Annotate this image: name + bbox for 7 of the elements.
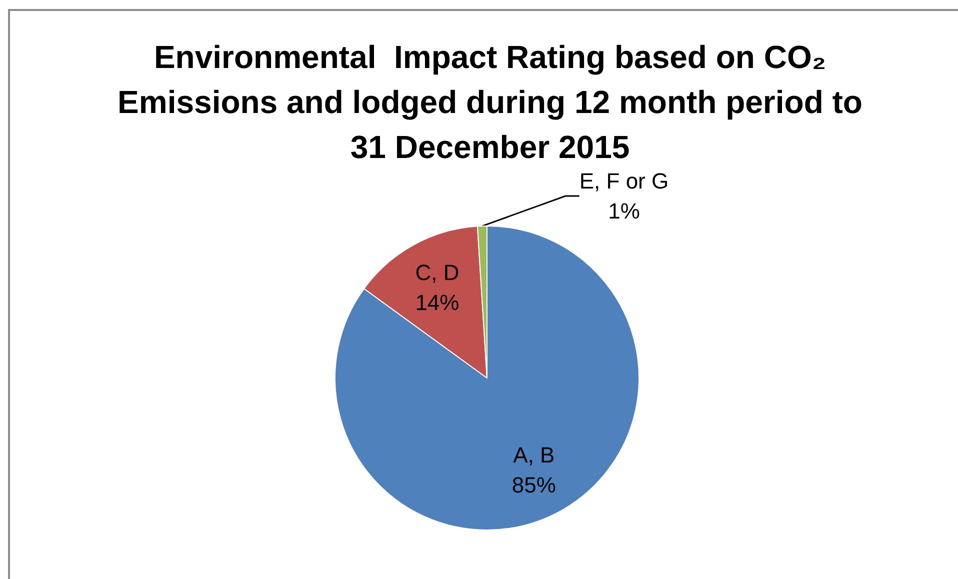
data-label: 85%	[512, 472, 556, 498]
chart-title: Environmental Impact Rating based on CO₂ Emissions and lodged during 12 month period to 31 December 2015	[116, 38, 864, 167]
slice-label: E, F or G	[579, 168, 669, 194]
slice-label: A, B	[513, 442, 555, 468]
data-label: 14%	[415, 290, 460, 315]
slice-label: C, D	[415, 260, 460, 285]
data-label: 1%	[608, 198, 640, 224]
